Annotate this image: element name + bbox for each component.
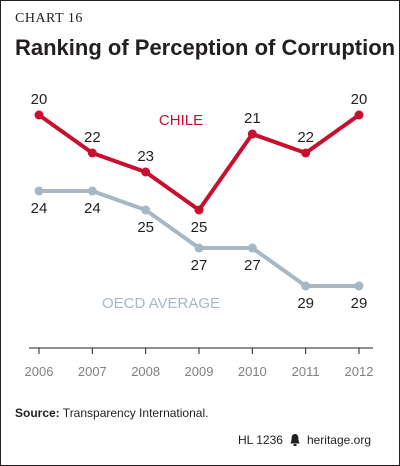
data-point bbox=[34, 110, 44, 120]
data-label: 27 bbox=[191, 257, 208, 274]
series-name-label: CHILE bbox=[159, 112, 203, 129]
x-tick-label: 2006 bbox=[25, 364, 54, 379]
data-point bbox=[87, 186, 97, 196]
data-label: 21 bbox=[244, 110, 261, 127]
footer-site: heritage.org bbox=[306, 433, 371, 447]
source-label: Source: bbox=[15, 406, 60, 420]
chart-label: CHART 16 bbox=[15, 11, 83, 26]
footer-code: HL 1236 bbox=[238, 433, 283, 447]
data-point bbox=[354, 110, 364, 120]
x-tick-label: 2010 bbox=[238, 364, 267, 379]
bell-icon bbox=[290, 434, 300, 446]
data-point bbox=[87, 148, 97, 158]
x-tick-label: 2012 bbox=[345, 364, 374, 379]
footer: HL 1236 heritage.org bbox=[238, 433, 371, 447]
chart-title: Ranking of Perception of Corruption bbox=[15, 35, 396, 60]
data-point bbox=[141, 205, 151, 215]
data-label: 22 bbox=[297, 129, 314, 146]
source-note: Source: Transparency International. bbox=[15, 406, 208, 420]
data-label: 20 bbox=[31, 91, 48, 108]
data-point bbox=[354, 281, 364, 291]
data-label: 22 bbox=[84, 129, 101, 146]
data-label: 20 bbox=[351, 91, 368, 108]
data-point bbox=[194, 243, 204, 253]
data-label: 27 bbox=[244, 257, 261, 274]
data-point bbox=[34, 186, 44, 196]
data-label: 24 bbox=[31, 200, 48, 217]
x-tick-label: 2009 bbox=[185, 364, 214, 379]
data-point bbox=[301, 281, 311, 291]
data-point bbox=[194, 205, 204, 215]
data-label: 29 bbox=[297, 295, 314, 312]
x-tick-label: 2008 bbox=[131, 364, 160, 379]
data-point bbox=[247, 129, 257, 139]
data-label: 23 bbox=[137, 148, 154, 165]
data-label: 25 bbox=[191, 219, 208, 236]
data-label: 29 bbox=[351, 295, 368, 312]
data-label: 25 bbox=[137, 219, 154, 236]
series-name-label: OECD AVERAGE bbox=[102, 295, 220, 312]
data-point bbox=[301, 148, 311, 158]
source-text: Transparency International. bbox=[59, 406, 209, 420]
data-point bbox=[247, 243, 257, 253]
data-label: 24 bbox=[84, 200, 101, 217]
data-point bbox=[141, 167, 151, 177]
line-chart: 2006 2007 2008 2009 2010 2011 2012 20 22 23 25 21 22… bbox=[25, 91, 374, 379]
x-tick-label: 2011 bbox=[292, 364, 320, 379]
x-tick-label: 2007 bbox=[78, 364, 107, 379]
